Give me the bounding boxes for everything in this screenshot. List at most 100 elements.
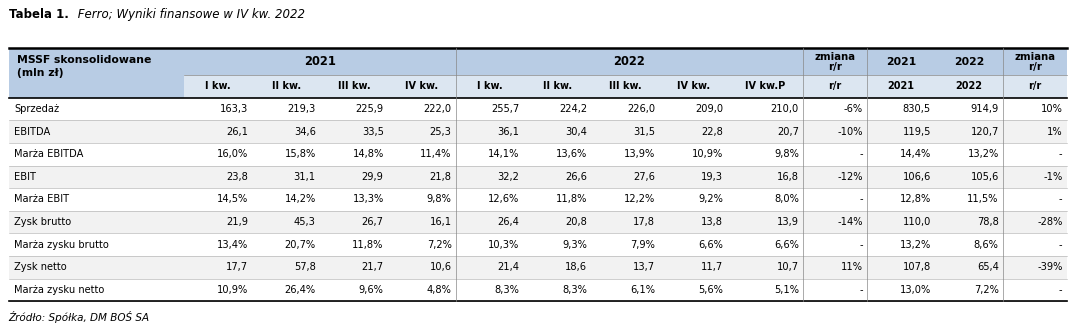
Text: r/r: r/r: [1028, 81, 1041, 91]
Text: -10%: -10%: [837, 127, 863, 137]
Text: EBITDA: EBITDA: [14, 127, 50, 137]
Text: Sprzedaż: Sprzedaż: [14, 104, 59, 114]
Text: -: -: [1059, 195, 1063, 205]
Text: 6,6%: 6,6%: [774, 240, 799, 250]
Text: Marża zysku brutto: Marża zysku brutto: [14, 240, 109, 250]
Text: 16,0%: 16,0%: [217, 149, 248, 159]
Text: II kw.: II kw.: [272, 81, 300, 91]
Text: 9,6%: 9,6%: [359, 285, 384, 295]
Text: 33,5: 33,5: [361, 127, 384, 137]
Text: 120,7: 120,7: [971, 127, 998, 137]
Text: 13,6%: 13,6%: [556, 149, 587, 159]
Text: 20,7%: 20,7%: [284, 240, 315, 250]
Text: 14,5%: 14,5%: [217, 195, 248, 205]
Text: 21,9: 21,9: [226, 217, 248, 227]
Text: 1%: 1%: [1047, 127, 1063, 137]
Text: 9,8%: 9,8%: [427, 195, 451, 205]
Text: 6,6%: 6,6%: [698, 240, 723, 250]
Text: 224,2: 224,2: [559, 104, 587, 114]
Text: 2022: 2022: [956, 81, 982, 91]
Text: 8,3%: 8,3%: [562, 285, 587, 295]
Text: 8,3%: 8,3%: [495, 285, 520, 295]
Text: 8,0%: 8,0%: [774, 195, 799, 205]
Text: III kw.: III kw.: [338, 81, 370, 91]
Text: -: -: [1059, 285, 1063, 295]
Text: 14,2%: 14,2%: [284, 195, 315, 205]
Text: 2022: 2022: [954, 57, 985, 67]
Text: 65,4: 65,4: [977, 262, 998, 272]
Text: 13,9%: 13,9%: [624, 149, 655, 159]
Text: 11,7: 11,7: [701, 262, 723, 272]
Text: 5,6%: 5,6%: [698, 285, 723, 295]
Text: 13,4%: 13,4%: [217, 240, 248, 250]
Text: 45,3: 45,3: [294, 217, 315, 227]
Text: 31,1: 31,1: [294, 172, 315, 182]
Text: 26,1: 26,1: [226, 127, 248, 137]
Text: IV kw.: IV kw.: [677, 81, 710, 91]
Text: Tabela 1.: Tabela 1.: [9, 8, 68, 21]
Text: 23,8: 23,8: [226, 172, 248, 182]
Text: 8,6%: 8,6%: [974, 240, 998, 250]
Text: 29,9: 29,9: [361, 172, 384, 182]
Text: 10,6: 10,6: [430, 262, 451, 272]
Text: 222,0: 222,0: [423, 104, 451, 114]
Text: -14%: -14%: [837, 217, 863, 227]
Text: 12,6%: 12,6%: [489, 195, 520, 205]
Text: Źródło: Spółka, DM BOŚ SA: Źródło: Spółka, DM BOŚ SA: [9, 311, 150, 323]
Text: -1%: -1%: [1043, 172, 1063, 182]
Text: r/r: r/r: [828, 81, 842, 91]
Text: 7,9%: 7,9%: [631, 240, 655, 250]
Text: 106,6: 106,6: [902, 172, 931, 182]
Text: 2021: 2021: [886, 57, 916, 67]
Text: 21,8: 21,8: [430, 172, 451, 182]
Text: 25,3: 25,3: [430, 127, 451, 137]
Text: zmiana: zmiana: [815, 52, 855, 62]
Text: 14,1%: 14,1%: [489, 149, 520, 159]
Text: 13,7: 13,7: [633, 262, 655, 272]
Text: 2021: 2021: [887, 81, 915, 91]
Text: 255,7: 255,7: [492, 104, 520, 114]
Text: 14,4%: 14,4%: [899, 149, 931, 159]
Text: 10,3%: 10,3%: [489, 240, 520, 250]
Text: 13,3%: 13,3%: [353, 195, 384, 205]
Text: EBIT: EBIT: [14, 172, 36, 182]
Text: 2021: 2021: [304, 55, 336, 68]
Text: 19,3: 19,3: [701, 172, 723, 182]
Text: 225,9: 225,9: [356, 104, 384, 114]
Text: 36,1: 36,1: [497, 127, 520, 137]
Text: 10%: 10%: [1041, 104, 1063, 114]
Text: r/r: r/r: [828, 62, 842, 72]
Text: Zysk netto: Zysk netto: [14, 262, 66, 272]
Text: 26,4%: 26,4%: [284, 285, 315, 295]
Text: III kw.: III kw.: [609, 81, 641, 91]
Text: 219,3: 219,3: [288, 104, 315, 114]
Text: 13,2%: 13,2%: [899, 240, 931, 250]
Text: -6%: -6%: [843, 104, 863, 114]
Text: 11,8%: 11,8%: [556, 195, 587, 205]
Text: 10,9%: 10,9%: [217, 285, 248, 295]
Text: 26,6: 26,6: [566, 172, 587, 182]
Text: 10,7: 10,7: [777, 262, 799, 272]
Text: 4,8%: 4,8%: [427, 285, 451, 295]
Text: 17,8: 17,8: [633, 217, 655, 227]
Text: 2022: 2022: [614, 55, 646, 68]
Text: 57,8: 57,8: [294, 262, 315, 272]
Text: 20,7: 20,7: [777, 127, 799, 137]
Text: 13,9: 13,9: [777, 217, 799, 227]
Text: Marża EBIT: Marża EBIT: [14, 195, 69, 205]
Text: 9,2%: 9,2%: [698, 195, 723, 205]
Text: 226,0: 226,0: [628, 104, 655, 114]
Text: 119,5: 119,5: [902, 127, 931, 137]
Text: 163,3: 163,3: [219, 104, 248, 114]
Text: 34,6: 34,6: [294, 127, 315, 137]
Text: -39%: -39%: [1037, 262, 1063, 272]
Text: I kw.: I kw.: [205, 81, 231, 91]
Text: 18,6: 18,6: [566, 262, 587, 272]
Text: 11%: 11%: [841, 262, 863, 272]
Text: 914,9: 914,9: [971, 104, 998, 114]
Text: -: -: [859, 195, 863, 205]
Text: 5,1%: 5,1%: [774, 285, 799, 295]
Text: -: -: [1059, 149, 1063, 159]
Text: I kw.: I kw.: [477, 81, 502, 91]
Text: 11,8%: 11,8%: [353, 240, 384, 250]
